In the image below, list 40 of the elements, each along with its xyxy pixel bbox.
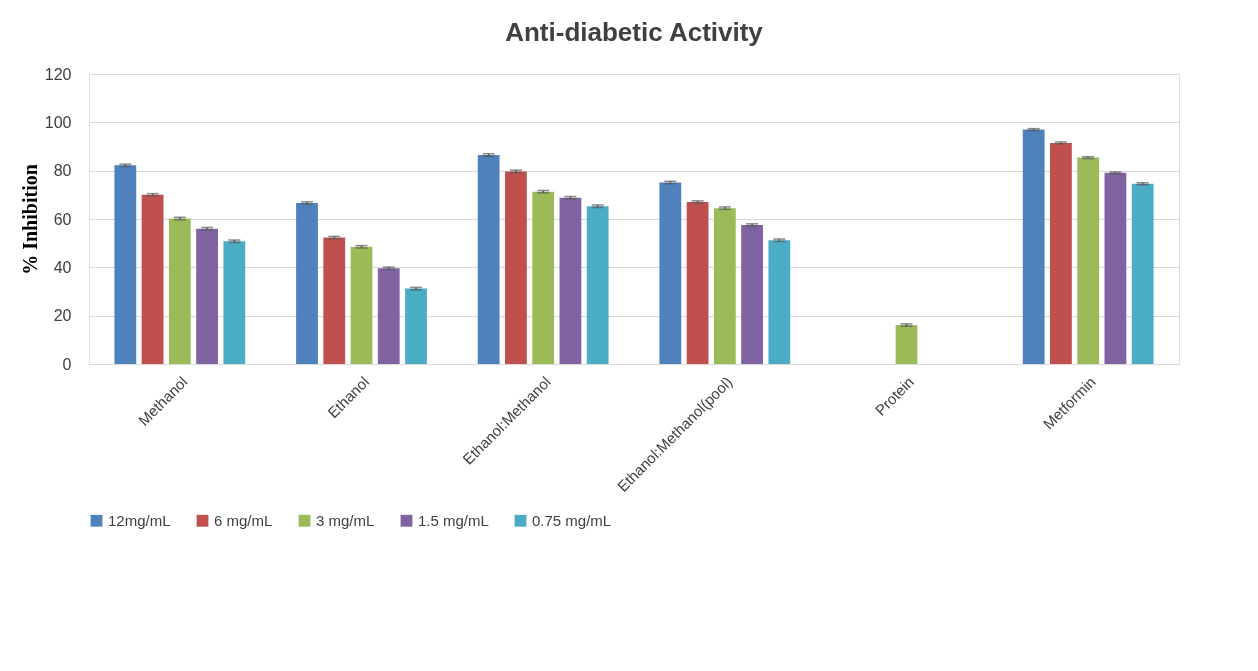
bar: [223, 241, 246, 364]
y-tick-label: 0: [62, 355, 72, 373]
bar: [377, 268, 400, 364]
legend-label: 1.5 mg/mL: [418, 511, 489, 529]
legend-label: 12mg/mL: [108, 511, 171, 529]
bar: [559, 197, 582, 364]
bar: [1104, 172, 1127, 364]
bar: [114, 165, 137, 364]
bar: [1050, 142, 1072, 364]
bar: [1022, 129, 1045, 364]
y-tick-label: 20: [53, 307, 72, 325]
y-axis-title: % Inhibition: [18, 164, 41, 275]
y-tick-label: 40: [53, 258, 72, 276]
bar: [477, 154, 500, 364]
bar: [713, 208, 736, 364]
bar: [141, 194, 164, 364]
bar: [532, 191, 555, 364]
bar: [659, 182, 682, 364]
bar: [1077, 157, 1100, 364]
bar: [296, 203, 318, 364]
bar: [505, 171, 527, 364]
bar: [1131, 183, 1154, 364]
bar: [895, 325, 918, 364]
chart-title: Anti-diabetic Activity: [505, 17, 764, 47]
bar: [196, 228, 218, 364]
bar: [741, 225, 763, 364]
y-tick-label: 100: [44, 113, 72, 131]
bar: [405, 288, 427, 364]
y-tick-label: 120: [44, 65, 72, 83]
legend-label: 3 mg/mL: [316, 511, 375, 529]
bar: [350, 246, 373, 364]
bar: [168, 218, 191, 364]
bar: [323, 237, 346, 364]
bar: [686, 202, 709, 364]
legend-label: 6 mg/mL: [214, 511, 273, 529]
y-tick-label: 60: [53, 210, 72, 228]
y-tick-label: 80: [53, 162, 72, 180]
legend-label: 0.75 mg/mL: [532, 511, 612, 529]
bar: [586, 206, 609, 364]
bar: [768, 240, 791, 364]
